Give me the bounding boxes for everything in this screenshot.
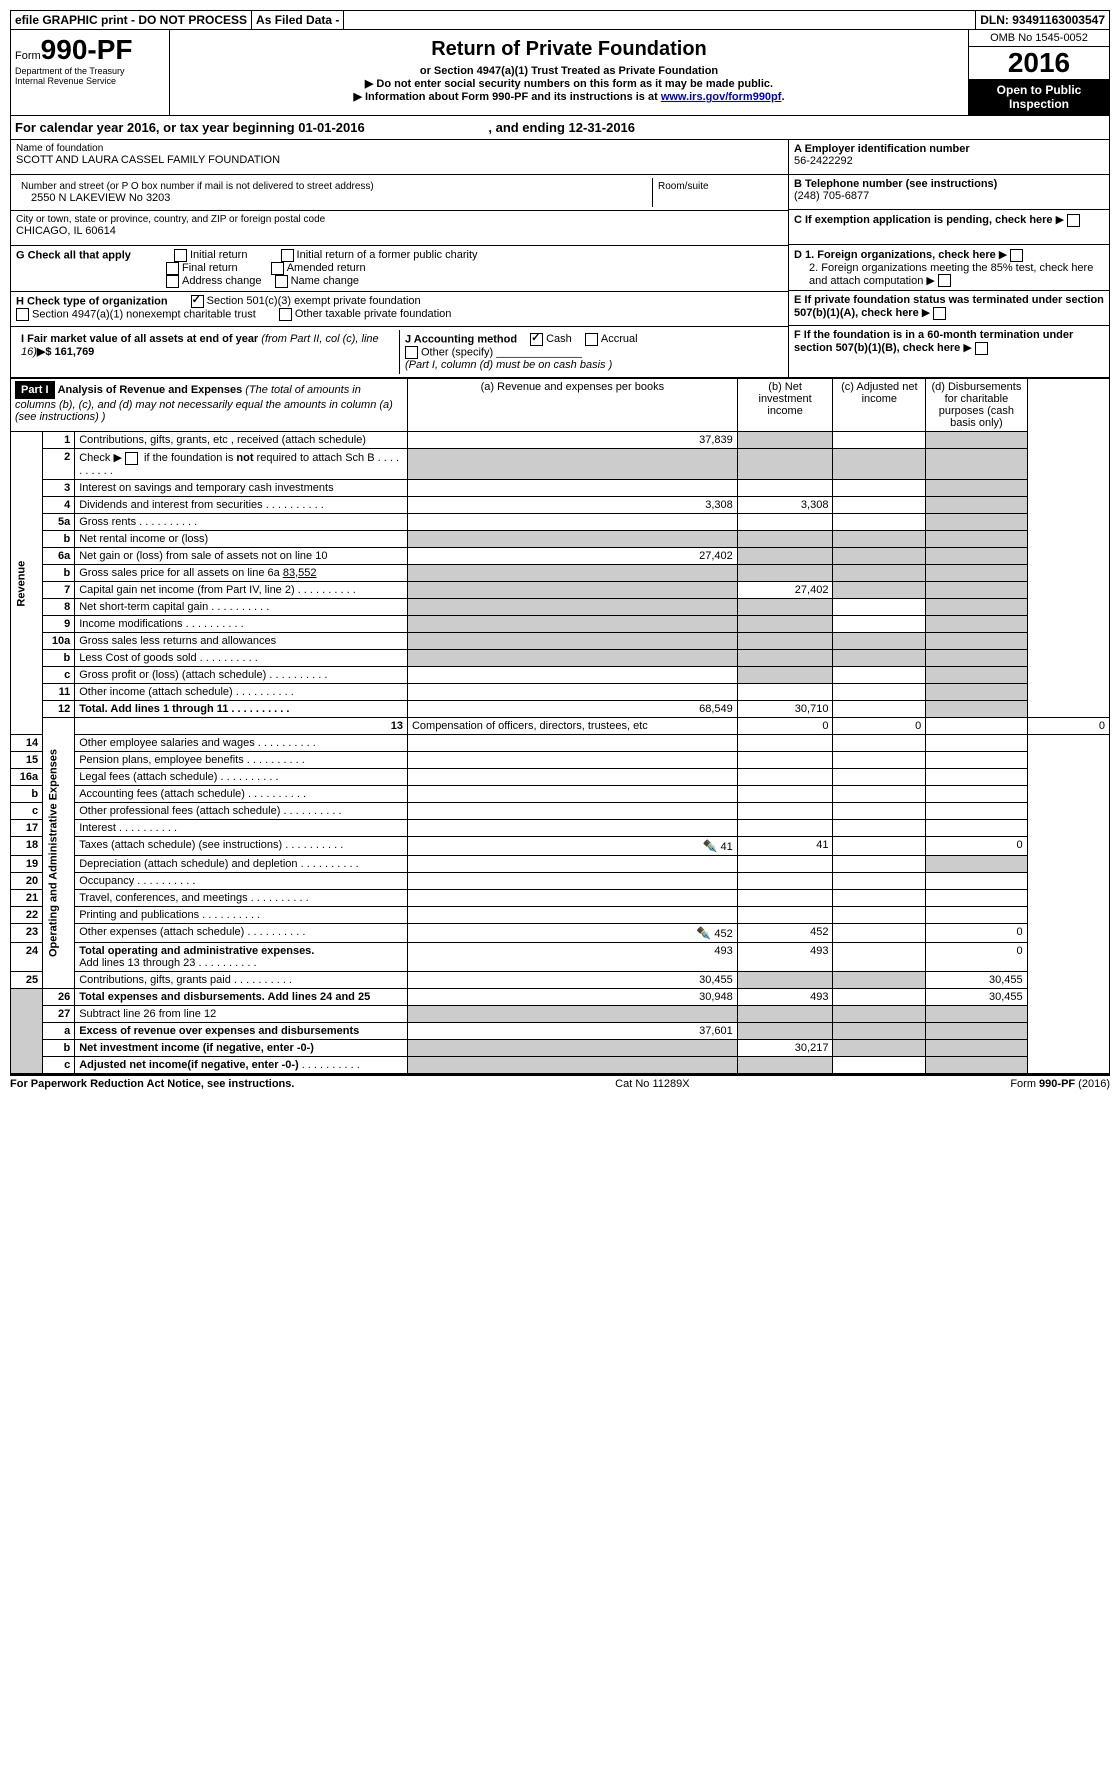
top-bar: efile GRAPHIC print - DO NOT PROCESS As … [10, 10, 1110, 30]
paperwork-notice: For Paperwork Reduction Act Notice, see … [10, 1078, 294, 1090]
phone: (248) 705-6877 [794, 190, 1104, 202]
col-b: (b) Net investment income [737, 379, 833, 432]
foundation-name: SCOTT AND LAURA CASSEL FAMILY FOUNDATION [16, 154, 783, 166]
info-grid: Name of foundation SCOTT AND LAURA CASSE… [10, 140, 1110, 378]
checkbox-cash[interactable] [530, 333, 543, 346]
tax-year: 2016 [969, 47, 1109, 79]
open-public: Open to Public Inspection [969, 79, 1109, 115]
omb: OMB No 1545-0052 [969, 30, 1109, 47]
irs-link[interactable]: www.irs.gov/form990pf [661, 91, 782, 103]
calendar-year: For calendar year 2016, or tax year begi… [10, 116, 1110, 140]
col-a: (a) Revenue and expenses per books [407, 379, 737, 432]
schedule-icon[interactable]: ✒️ [703, 839, 718, 853]
schedule-icon[interactable]: ✒️ [696, 926, 711, 940]
city: CHICAGO, IL 60614 [16, 225, 783, 237]
col-c: (c) Adjusted net income [833, 379, 926, 432]
header-left: Form990-PF Department of the Treasury In… [11, 30, 170, 115]
header-right: OMB No 1545-0052 2016 Open to Public Ins… [968, 30, 1109, 115]
as-filed: As Filed Data - [252, 11, 344, 29]
form-header: Form990-PF Department of the Treasury In… [10, 30, 1110, 116]
dln: DLN: 93491163003547 [976, 11, 1109, 29]
fmv-value: ▶$ 161,769 [37, 346, 94, 358]
footer: For Paperwork Reduction Act Notice, see … [10, 1074, 1110, 1090]
section-h: H Check type of organization Section 501… [11, 292, 788, 327]
header-mid: Return of Private Foundation or Section … [170, 30, 968, 115]
section-g: G Check all that apply Initial return In… [11, 246, 788, 292]
ein: 56-2422292 [794, 155, 1104, 167]
cat-no: Cat No 11289X [615, 1078, 689, 1090]
part1-tag: Part I [15, 381, 55, 399]
col-d: (d) Disbursements for charitable purpose… [926, 379, 1027, 432]
expenses-v-label: Operating and Administrative Expenses [43, 717, 75, 988]
form-footer: Form 990-PF (2016) [1010, 1078, 1110, 1090]
efile-notice: efile GRAPHIC print - DO NOT PROCESS [11, 11, 252, 29]
address: 2550 N LAKEVIEW No 3203 [21, 192, 647, 204]
checkbox-501c3[interactable] [191, 295, 204, 308]
revenue-v-label: Revenue [11, 432, 43, 735]
part1-table: Part I Analysis of Revenue and Expenses … [10, 378, 1110, 1074]
form-title: Return of Private Foundation [174, 38, 964, 61]
form-number: 990-PF [41, 34, 133, 65]
